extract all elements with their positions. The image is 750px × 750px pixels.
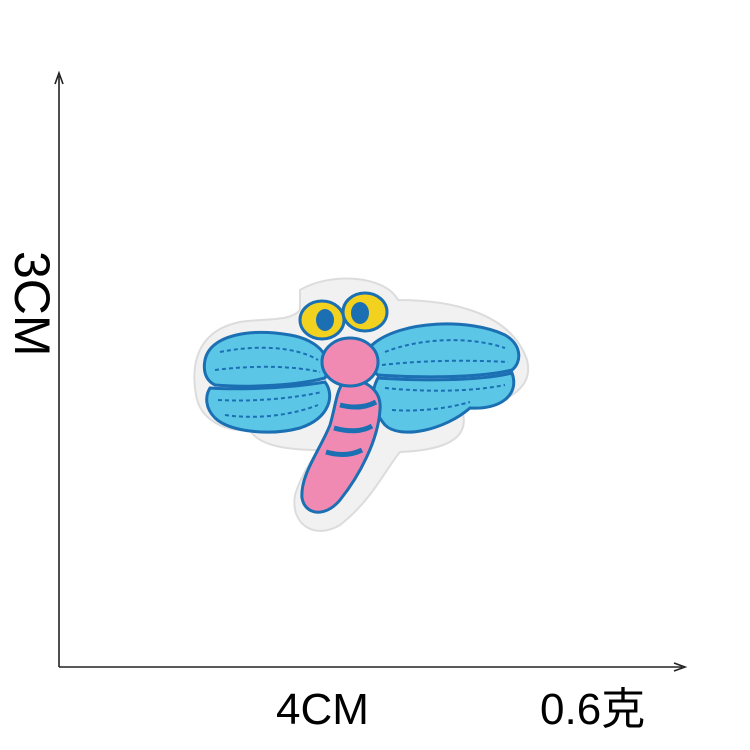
width-label: 4CM — [276, 685, 369, 734]
axes — [58, 76, 682, 668]
wing-stitches — [214, 339, 509, 418]
left-upper-wing — [202, 330, 330, 388]
dragonfly-patch-icon — [193, 277, 530, 532]
horizontal-axis-arrow-icon — [673, 662, 688, 672]
dragonfly-tail — [300, 378, 382, 514]
right-lower-wing — [371, 371, 516, 434]
tail-stripes — [325, 399, 378, 457]
vertical-axis-arrow-icon — [54, 70, 64, 85]
height-label: 3CM — [4, 251, 60, 357]
dragonfly-head — [320, 336, 380, 388]
dragonfly-eyes — [298, 291, 389, 341]
left-lower-wing — [205, 380, 332, 434]
weight-label: 0.6克 — [540, 685, 646, 734]
